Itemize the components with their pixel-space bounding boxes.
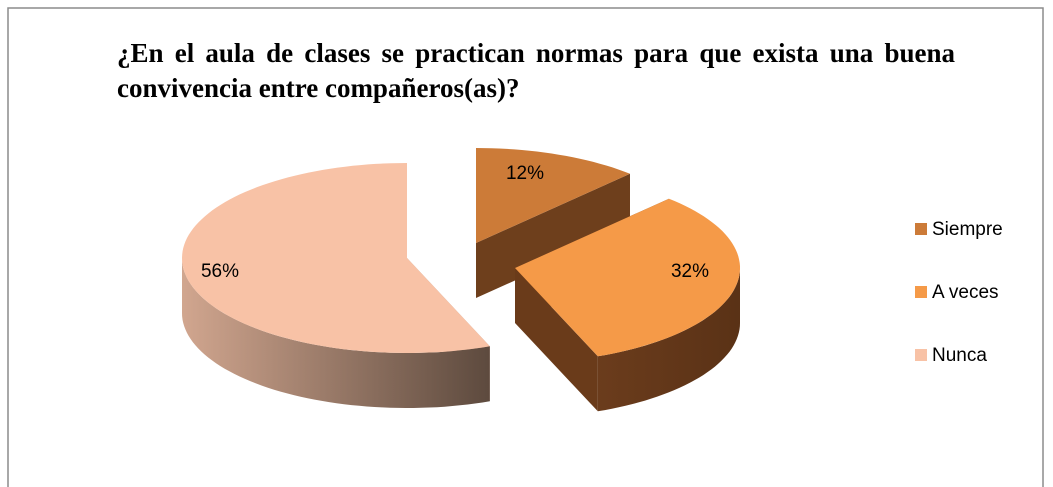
slice-cut-face <box>515 268 598 412</box>
slice-side <box>182 258 490 408</box>
chart-title: ¿En el aula de clases se practican norma… <box>117 38 955 103</box>
slice <box>182 163 490 353</box>
data-label: 56% <box>201 261 239 282</box>
legend-swatch <box>915 223 927 235</box>
legend-label: Nunca <box>932 345 987 366</box>
slice <box>476 148 630 243</box>
data-label: 12% <box>506 163 544 184</box>
legend-label: Siempre <box>932 219 1003 240</box>
legend-swatch <box>915 349 927 361</box>
slice <box>515 198 740 357</box>
data-label: 32% <box>671 261 709 282</box>
slice-side <box>597 268 740 412</box>
frame <box>7 7 1044 487</box>
slice-cut-face <box>476 173 630 298</box>
legend: Siempre A veces Nunca <box>915 219 1003 366</box>
legend-label: A veces <box>932 282 999 303</box>
pie: 12% 32% 56% <box>182 148 740 412</box>
legend-swatch <box>915 286 927 298</box>
